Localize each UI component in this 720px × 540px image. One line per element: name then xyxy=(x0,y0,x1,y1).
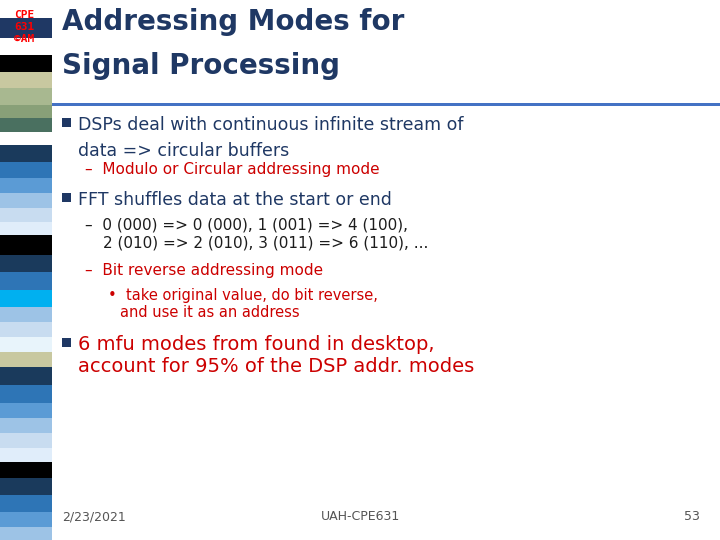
Bar xyxy=(0,178,52,193)
Text: FFT shuffles data at the start or end: FFT shuffles data at the start or end xyxy=(78,191,392,209)
Text: ©AM: ©AM xyxy=(14,34,35,44)
Bar xyxy=(0,352,52,367)
Bar xyxy=(0,527,52,540)
Bar xyxy=(0,222,52,235)
Text: account for 95% of the DSP addr. modes: account for 95% of the DSP addr. modes xyxy=(78,357,474,376)
Bar xyxy=(0,105,52,118)
Bar xyxy=(0,255,52,272)
Bar xyxy=(0,118,52,132)
Bar xyxy=(0,38,52,55)
Text: DSPs deal with continuous infinite stream of
data => circular buffers: DSPs deal with continuous infinite strea… xyxy=(78,116,464,160)
Bar xyxy=(0,145,52,162)
Bar xyxy=(52,103,720,106)
Bar xyxy=(0,193,52,208)
Text: CPE: CPE xyxy=(14,10,35,20)
Text: –  0 (000) => 0 (000), 1 (001) => 4 (100),: – 0 (000) => 0 (000), 1 (001) => 4 (100)… xyxy=(85,218,408,233)
Bar xyxy=(62,118,71,127)
Bar xyxy=(0,0,52,18)
Text: 631: 631 xyxy=(14,22,35,32)
Text: Addressing Modes for: Addressing Modes for xyxy=(62,8,405,36)
Text: 53: 53 xyxy=(684,510,700,523)
Text: 2 (010) => 2 (010), 3 (011) => 6 (110), ...: 2 (010) => 2 (010), 3 (011) => 6 (110), … xyxy=(103,236,428,251)
Bar xyxy=(0,367,52,385)
Bar xyxy=(0,403,52,418)
Bar xyxy=(0,385,52,403)
Bar xyxy=(0,418,52,433)
Bar xyxy=(0,18,52,38)
Bar xyxy=(0,337,52,352)
Bar xyxy=(0,88,52,105)
Bar xyxy=(0,433,52,448)
Bar xyxy=(0,512,52,527)
Text: •  take original value, do bit reverse,: • take original value, do bit reverse, xyxy=(108,288,378,303)
Bar xyxy=(0,208,52,222)
Bar xyxy=(62,338,71,347)
Bar xyxy=(0,448,52,462)
Bar xyxy=(0,495,52,512)
Text: 6 mfu modes from found in desktop,: 6 mfu modes from found in desktop, xyxy=(78,335,434,354)
Bar xyxy=(0,132,52,145)
Bar xyxy=(52,0,720,105)
Bar xyxy=(62,193,71,202)
Bar xyxy=(0,307,52,322)
Text: and use it as an address: and use it as an address xyxy=(120,305,300,320)
Bar xyxy=(0,322,52,337)
Bar xyxy=(0,462,52,478)
Text: –  Bit reverse addressing mode: – Bit reverse addressing mode xyxy=(85,263,323,278)
Bar xyxy=(0,272,52,290)
Bar xyxy=(0,162,52,178)
Bar xyxy=(0,72,52,88)
Bar xyxy=(0,290,52,307)
Text: Signal Processing: Signal Processing xyxy=(62,52,340,80)
Bar xyxy=(52,106,720,501)
Text: –  Modulo or Circular addressing mode: – Modulo or Circular addressing mode xyxy=(85,162,379,177)
Text: 2/23/2021: 2/23/2021 xyxy=(62,510,126,523)
Bar xyxy=(0,55,52,72)
Bar xyxy=(0,235,52,255)
Bar xyxy=(0,478,52,495)
Text: UAH-CPE631: UAH-CPE631 xyxy=(320,510,400,523)
